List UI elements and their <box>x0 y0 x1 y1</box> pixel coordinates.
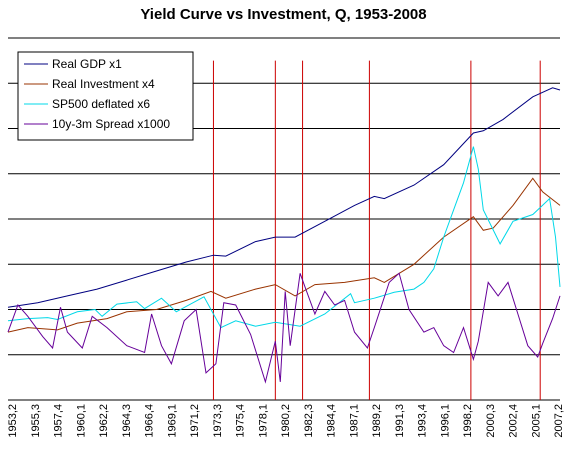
legend: Real GDP x1 Real Investment x4 SP500 defla… <box>17 51 194 141</box>
x-tick-label: 1982,3 <box>303 404 315 438</box>
x-tick-label: 1957,4 <box>53 404 65 438</box>
x-tick-label: 1993,4 <box>417 404 429 438</box>
x-tick-label: 1966,4 <box>144 404 156 438</box>
x-tick-label: 1969,1 <box>166 404 178 438</box>
x-tick-label: 1996,1 <box>439 404 451 438</box>
x-tick-label: 2000,3 <box>485 404 497 438</box>
x-tick-label: 2005,1 <box>530 404 542 438</box>
x-tick-label: 1987,1 <box>348 404 360 438</box>
x-tick-label: 1984,4 <box>326 404 338 438</box>
x-tick-label: 1973,3 <box>212 404 224 438</box>
recession-lines <box>212 60 541 400</box>
legend-entry: 10y-3m Spread x1000 <box>52 117 170 131</box>
x-tick-label: 1975,4 <box>235 404 247 438</box>
x-tick-label: 1960,1 <box>75 404 87 438</box>
x-tick-label: 1978,1 <box>257 404 269 438</box>
series-line <box>7 87 561 308</box>
x-tick-label: 2007,2 <box>553 404 565 438</box>
x-tick-label: 1955,3 <box>30 404 42 438</box>
x-tick-label: 1962,2 <box>98 404 110 438</box>
x-axis: 1953,2 1955,3 1957,4 1960,1 1962,2 1964,3 1966… <box>7 404 565 438</box>
x-tick-label: 1964,3 <box>121 404 133 438</box>
x-tick-label: 1989,2 <box>371 404 383 438</box>
x-tick-label: 1980,2 <box>280 404 292 438</box>
grid-lines <box>8 37 560 401</box>
chart-title: Yield Curve vs Investment, Q, 1953-2008 <box>140 6 427 23</box>
legend-entry: SP500 deflated x6 <box>52 97 150 111</box>
series-line <box>7 272 561 384</box>
x-tick-label: 2002,4 <box>508 404 520 438</box>
x-tick-label: 1991,3 <box>394 404 406 438</box>
series-lines <box>7 87 561 384</box>
legend-box <box>17 51 194 141</box>
series-line <box>7 177 561 333</box>
x-tick-label: 1998,2 <box>462 404 474 438</box>
x-tick-label: 1971,2 <box>189 404 201 438</box>
legend-entry: Real GDP x1 <box>52 57 122 71</box>
x-tick-label: 1953,2 <box>7 404 19 438</box>
legend-entry: Real Investment x4 <box>52 77 155 91</box>
